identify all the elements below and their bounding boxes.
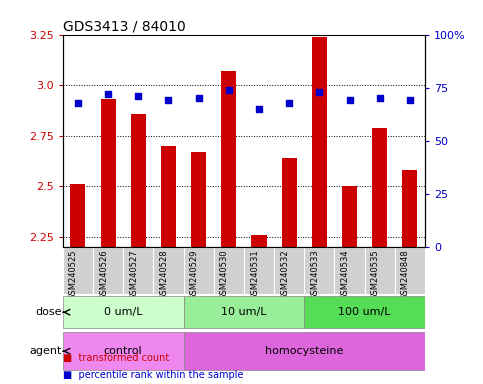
Text: GSM240534: GSM240534 <box>341 250 350 300</box>
Bar <box>123 247 154 295</box>
Bar <box>304 296 425 328</box>
Text: control: control <box>104 346 142 356</box>
Bar <box>304 247 334 295</box>
Text: homocysteine: homocysteine <box>265 346 343 356</box>
Bar <box>402 170 417 247</box>
Bar <box>312 36 327 247</box>
Bar <box>63 296 184 328</box>
Text: GSM240535: GSM240535 <box>371 250 380 300</box>
Bar <box>161 146 176 247</box>
Bar <box>71 184 85 247</box>
Point <box>376 95 384 101</box>
Point <box>165 98 172 104</box>
Bar <box>213 247 244 295</box>
Text: agent: agent <box>30 346 62 356</box>
Point <box>285 99 293 106</box>
Bar <box>221 71 236 247</box>
Bar <box>365 247 395 295</box>
Bar <box>184 296 304 328</box>
Text: GSM240848: GSM240848 <box>401 250 410 300</box>
Text: 100 um/L: 100 um/L <box>339 307 391 317</box>
Point <box>315 89 323 95</box>
Text: GSM240526: GSM240526 <box>99 250 108 300</box>
Bar <box>282 158 297 247</box>
Text: 0 um/L: 0 um/L <box>104 307 142 317</box>
Point <box>104 91 112 97</box>
Bar <box>274 247 304 295</box>
Text: GSM240530: GSM240530 <box>220 250 229 300</box>
Point <box>406 98 414 104</box>
Text: GSM240528: GSM240528 <box>159 250 169 300</box>
Bar <box>191 152 206 247</box>
Bar <box>395 247 425 295</box>
Point <box>255 106 263 112</box>
Bar <box>372 128 387 247</box>
Point <box>195 95 202 101</box>
Text: 10 um/L: 10 um/L <box>221 307 267 317</box>
Bar <box>184 332 425 370</box>
Bar <box>184 247 213 295</box>
Bar <box>131 114 146 247</box>
Text: GSM240525: GSM240525 <box>69 250 78 300</box>
Bar <box>244 247 274 295</box>
Bar <box>63 247 93 295</box>
Text: GSM240527: GSM240527 <box>129 250 138 300</box>
Point <box>346 98 354 104</box>
Bar <box>154 247 184 295</box>
Text: GDS3413 / 84010: GDS3413 / 84010 <box>63 20 185 33</box>
Bar <box>93 247 123 295</box>
Bar <box>252 235 267 247</box>
Text: ■  percentile rank within the sample: ■ percentile rank within the sample <box>63 370 243 380</box>
Text: GSM240532: GSM240532 <box>280 250 289 300</box>
Text: dose: dose <box>36 307 62 317</box>
Bar <box>100 99 115 247</box>
Point <box>74 99 82 106</box>
Text: GSM240529: GSM240529 <box>190 250 199 300</box>
Text: GSM240531: GSM240531 <box>250 250 259 300</box>
Text: GSM240533: GSM240533 <box>311 250 319 300</box>
Bar <box>334 247 365 295</box>
Bar <box>63 332 184 370</box>
Text: ■  transformed count: ■ transformed count <box>63 353 169 363</box>
Bar <box>342 187 357 247</box>
Point <box>134 93 142 99</box>
Point <box>225 87 233 93</box>
